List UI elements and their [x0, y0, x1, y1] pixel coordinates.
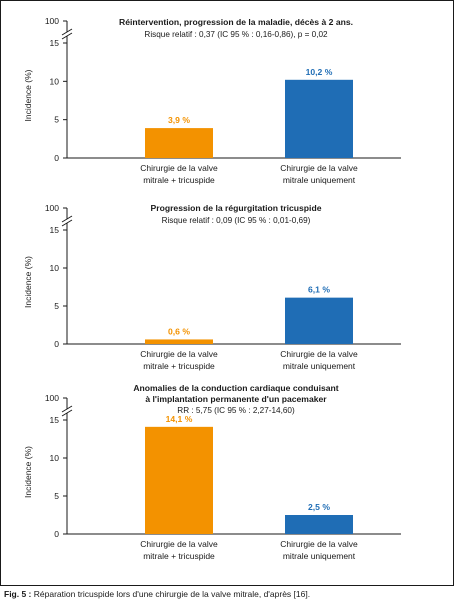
chart-3-data-label-1: 14,1 % [166, 414, 193, 424]
chart-3-data-label-2: 2,5 % [308, 502, 330, 512]
chart-1-bar-1 [145, 128, 213, 158]
chart-2-y-tick-label: 15 [50, 225, 60, 235]
chart-2-axis-break-mark [61, 219, 73, 227]
caption-label: Fig. 5 : [4, 589, 32, 599]
caption-text: Réparation tricuspide lors d'une chirurg… [31, 589, 311, 599]
figure-frame: Réintervention, progression de la maladi… [0, 0, 454, 586]
chart-2-axis-break-mark [61, 215, 73, 223]
chart-1-y-axis-label: Incidence (%) [23, 69, 33, 121]
chart-2-y-tick-label: 5 [54, 301, 59, 311]
chart-2-category-label-1: Chirurgie de la valve [140, 349, 218, 359]
chart-1-category-label-2: Chirurgie de la valve [280, 163, 358, 173]
chart-1-category-label-1: mitrale + tricuspide [143, 175, 215, 185]
chart-1-axis-break-mark [61, 32, 73, 40]
chart-1-title: Réintervention, progression de la maladi… [119, 17, 353, 27]
chart-2-y-tick-label: 100 [45, 203, 59, 213]
chart-2-subtitle: Risque relatif : 0,09 (IC 95 % : 0,01-0,… [162, 216, 311, 225]
chart-1-category-label-2: mitrale uniquement [283, 175, 356, 185]
chart-3-axis-break-mark [61, 405, 73, 413]
chart-1-data-label-2: 10,2 % [306, 67, 333, 77]
chart-3-y-tick-label: 5 [54, 491, 59, 501]
chart-2-category-label-2: mitrale uniquement [283, 361, 356, 371]
charts-canvas: Réintervention, progression de la maladi… [23, 16, 401, 561]
chart-1-y-tick-label: 5 [54, 115, 59, 125]
chart-3-category-label-2: Chirurgie de la valve [280, 539, 358, 549]
chart-3-y-tick-label: 15 [50, 415, 60, 425]
chart-2-category-label-2: Chirurgie de la valve [280, 349, 358, 359]
chart-3-title-line: à l'implantation permanente d'un pacemak… [145, 394, 327, 404]
chart-2-data-label-1: 0,6 % [168, 326, 190, 336]
chart-1-y-tick-label: 10 [50, 76, 60, 86]
chart-3-category-label-1: Chirurgie de la valve [140, 539, 218, 549]
chart-2-y-tick-label: 10 [50, 263, 60, 273]
chart-3-category-label-1: mitrale + tricuspide [143, 551, 215, 561]
chart-1-y-tick-label: 15 [50, 38, 60, 48]
chart-1-y-tick-label: 100 [45, 16, 59, 26]
figure-caption: Fig. 5 : Réparation tricuspide lors d'un… [4, 589, 310, 599]
chart-3-title-line: Anomalies de la conduction cardiaque con… [133, 383, 338, 393]
chart-3-y-tick-label: 0 [54, 529, 59, 539]
chart-2-category-label-1: mitrale + tricuspide [143, 361, 215, 371]
chart-2-data-label-2: 6,1 % [308, 285, 330, 295]
chart-1-data-label-1: 3,9 % [168, 115, 190, 125]
chart-3-bar-1 [145, 426, 213, 534]
chart-3-category-label-2: mitrale uniquement [283, 551, 356, 561]
chart-2-title: Progression de la régurgitation tricuspi… [151, 203, 322, 213]
chart-3-y-axis-label: Incidence (%) [23, 446, 33, 498]
chart-1-subtitle: Risque relatif : 0,37 (IC 95 % : 0,16-0,… [144, 30, 328, 39]
chart-1-axis-break-mark [61, 28, 73, 36]
chart-1-category-label-1: Chirurgie de la valve [140, 163, 218, 173]
chart-3-y-tick-label: 100 [45, 393, 59, 403]
chart-3-axis-break-mark [61, 409, 73, 417]
chart-2-y-tick-label: 0 [54, 339, 59, 349]
chart-3-subtitle: RR : 5,75 (IC 95 % : 2,27-14,60) [177, 406, 295, 415]
chart-3-bar-2 [285, 515, 353, 534]
chart-1-y-tick-label: 0 [54, 153, 59, 163]
chart-1-bar-2 [285, 79, 353, 158]
chart-3-y-tick-label: 10 [50, 453, 60, 463]
chart-2-y-axis-label: Incidence (%) [23, 256, 33, 308]
chart-2-bar-2 [285, 297, 353, 344]
chart-2-bar-1 [145, 339, 213, 344]
